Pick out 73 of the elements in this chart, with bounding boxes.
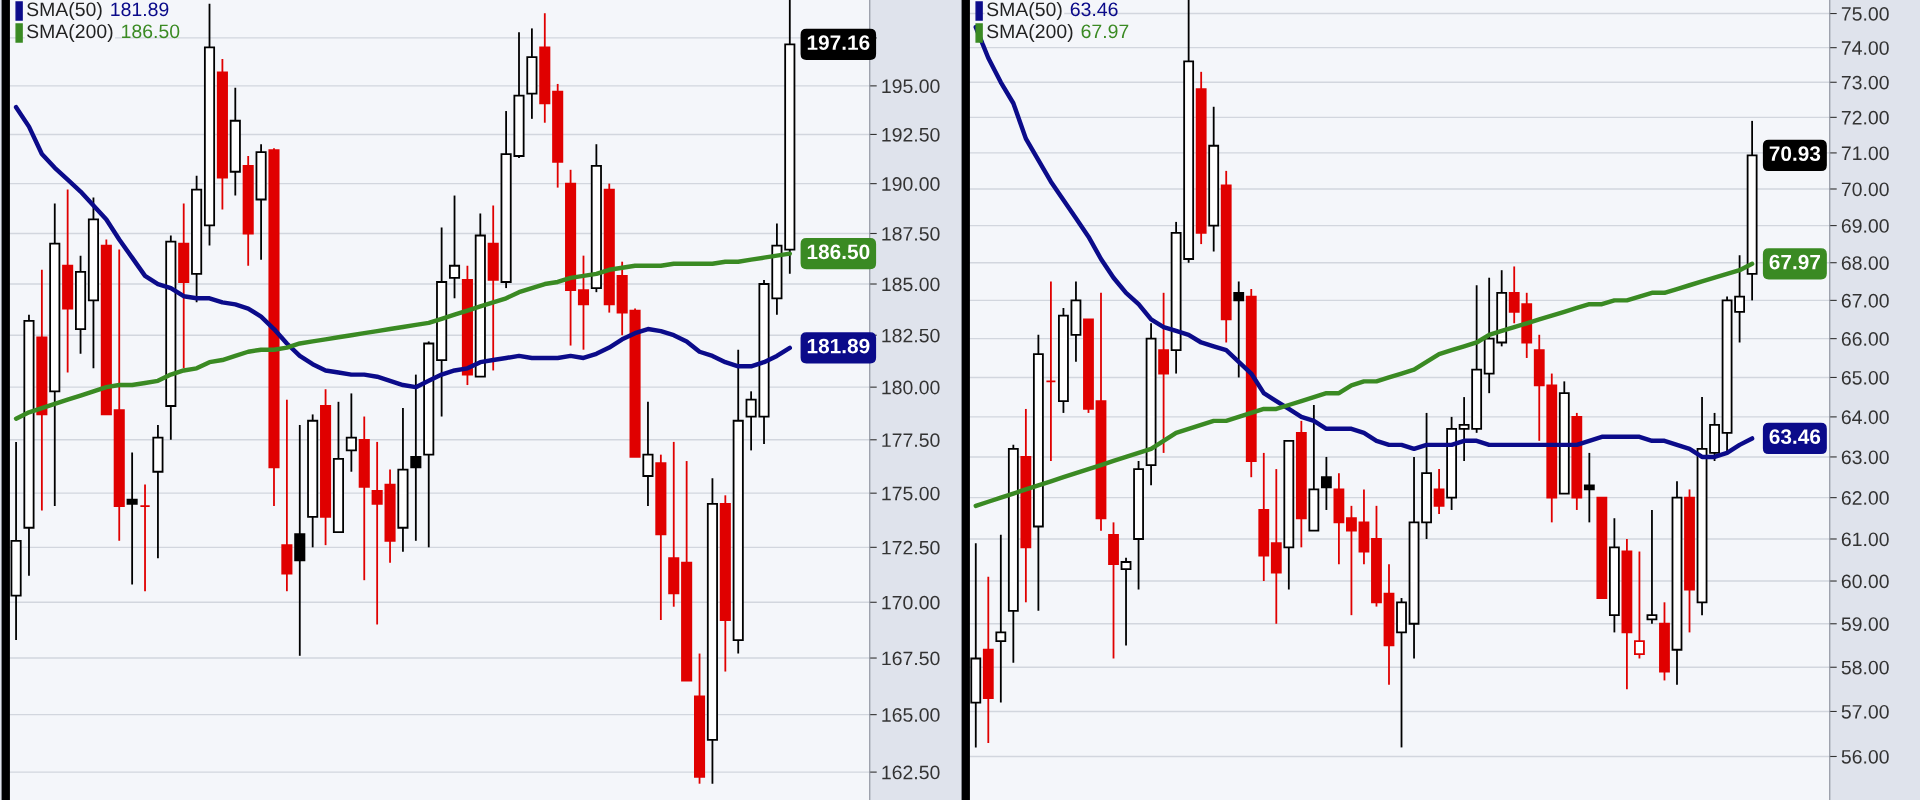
y-tick-label: 187.50 xyxy=(882,226,940,241)
data-label: 181.89 xyxy=(807,338,870,354)
y-tick-label: 177.50 xyxy=(882,433,940,448)
y-tick-label: 65.00 xyxy=(1841,370,1889,385)
line-series xyxy=(973,261,1755,509)
y-tick-label: 70.00 xyxy=(1841,182,1889,197)
y-tick-label: 63.00 xyxy=(1841,450,1889,465)
candlestick xyxy=(448,194,461,300)
candlestick xyxy=(1320,456,1332,511)
candlestick xyxy=(1433,468,1445,515)
y-tick-label: 170.00 xyxy=(882,595,940,610)
legend-label: SMA(50) xyxy=(987,1,1062,21)
candlestick xyxy=(126,451,138,586)
y-tick-label: 185.00 xyxy=(882,277,940,292)
data-label: 63.46 xyxy=(1769,429,1821,445)
y-tick-label: 165.00 xyxy=(882,708,940,722)
legend-label: SMA(200) xyxy=(27,23,113,43)
data-label: 186.50 xyxy=(807,244,870,260)
y-tick-label: 167.50 xyxy=(882,651,940,666)
data-label: 67.97 xyxy=(1769,254,1821,270)
line-series xyxy=(13,104,793,390)
candlestick xyxy=(1045,280,1057,462)
y-tick-label: 61.00 xyxy=(1841,532,1889,547)
y-tick-label: 67.00 xyxy=(1841,293,1889,308)
text: 63.46 xyxy=(1070,2,1118,17)
y-tick-label: 195.00 xyxy=(882,79,940,94)
candlestick xyxy=(1583,452,1595,524)
y-tick-label: 66.00 xyxy=(1841,332,1889,346)
y-tick-label: 73.00 xyxy=(1841,75,1889,90)
candlestick xyxy=(577,254,590,351)
y-tick-label: 192.50 xyxy=(882,127,940,142)
y-tick-label: 172.50 xyxy=(882,540,940,555)
candlestick xyxy=(345,392,357,473)
text: 181.89 xyxy=(111,2,169,17)
candlestick xyxy=(1634,550,1645,660)
candlestick xyxy=(1734,254,1746,344)
y-tick-label: 190.00 xyxy=(882,177,940,191)
candlestick xyxy=(371,440,383,626)
line-series xyxy=(973,24,1755,460)
y-tick-label: 74.00 xyxy=(1841,41,1889,55)
y-tick-label: 62.00 xyxy=(1841,491,1889,505)
y-tick-label: 69.00 xyxy=(1841,219,1889,233)
y-tick-label: 162.50 xyxy=(882,765,940,780)
y-tick-label: 72.00 xyxy=(1841,110,1889,125)
text: 70.93 xyxy=(1769,146,1821,162)
candlestick xyxy=(1120,556,1132,647)
y-tick-label: 57.00 xyxy=(1841,704,1889,719)
y-tick-label: 60.00 xyxy=(1841,574,1889,589)
line-series xyxy=(13,251,793,421)
legend-label: SMA(50) xyxy=(27,1,102,21)
y-tick-label: 59.00 xyxy=(1841,617,1889,632)
legend-label: SMA(200) xyxy=(987,23,1073,43)
candlestick xyxy=(642,400,654,508)
candlestick xyxy=(410,373,422,542)
y-tick-label: 182.50 xyxy=(882,328,940,343)
candlestick xyxy=(294,424,306,657)
y-tick-label: 180.00 xyxy=(882,380,940,395)
y-tick-label: 58.00 xyxy=(1841,660,1889,675)
y-tick-label: 75.00 xyxy=(1841,7,1889,21)
candlestick xyxy=(1233,280,1245,379)
y-tick-label: 68.00 xyxy=(1841,256,1889,270)
candlestick xyxy=(1346,504,1357,617)
text: 197.16 xyxy=(807,35,870,50)
candlestick xyxy=(995,533,1007,704)
text: 186.50 xyxy=(122,24,180,39)
candlestick xyxy=(1646,509,1658,625)
y-tick-label: 175.00 xyxy=(882,486,940,501)
y-tick-label: 71.00 xyxy=(1841,146,1889,161)
candlestick xyxy=(1158,291,1170,454)
text: 67.97 xyxy=(1081,24,1129,39)
y-tick-label: 56.00 xyxy=(1841,749,1889,764)
candlestick xyxy=(139,483,151,593)
y-tick-label: 64.00 xyxy=(1841,410,1889,425)
